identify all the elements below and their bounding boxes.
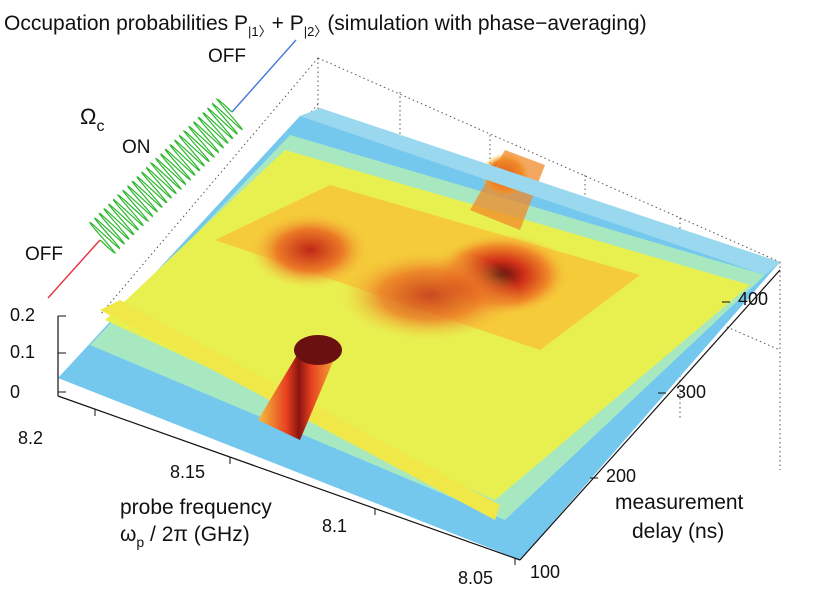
title-sub2: |2〉	[304, 24, 328, 39]
title-prefix: Occupation probabilities P	[4, 12, 248, 35]
x-axis-label-line2: ωp / 2π (GHz)	[120, 523, 250, 550]
z-tick-label: 0.2	[10, 305, 35, 325]
x-axis-line	[57, 395, 521, 561]
y-axis-line	[519, 269, 781, 561]
pulse-on-label: ON	[122, 137, 151, 158]
pulse-off-after-label: OFF	[208, 46, 246, 67]
y-axis-label-line2: delay (ns)	[632, 520, 724, 543]
title-sub1: |1〉	[248, 24, 272, 39]
y-tick-label: 200	[606, 466, 636, 486]
y-tick-label: 300	[676, 382, 706, 402]
x-tick-label: 8.05	[458, 568, 493, 588]
axes	[57, 269, 781, 561]
y-tick-label: 400	[738, 289, 768, 309]
omega-symbol: Ωc	[80, 104, 104, 135]
z-tick-label: 0	[10, 382, 20, 402]
y-tick-label: 100	[530, 562, 560, 582]
omega-sub: c	[96, 118, 104, 135]
chart-title: Occupation probabilities P|1〉+ P|2〉(simu…	[4, 12, 647, 39]
pulse-on-waveform	[89, 98, 243, 254]
x-axis-omega-sub: p	[136, 534, 144, 550]
title-plus: + P	[272, 12, 304, 35]
x-ticks: 8.2 8.15 8.1 8.05	[18, 409, 516, 588]
x-tick-label: 8.1	[322, 516, 347, 536]
y-ticks: 100 200 300 400	[530, 289, 768, 582]
x-axis-label-rest: / 2π (GHz)	[144, 523, 250, 546]
y-axis-label-line1: measurement	[615, 491, 744, 514]
z-tick-label: 0.1	[10, 342, 35, 362]
pulse-off-before-line	[47, 239, 101, 299]
pulse-annotation: OFF ON OFF Ωc	[25, 39, 297, 299]
pulse-off-before-label: OFF	[25, 244, 63, 265]
x-tick-label: 8.2	[18, 428, 43, 448]
z-ticks: 0 0.1 0.2	[10, 305, 66, 402]
x-tick-label: 8.15	[170, 462, 205, 482]
surface	[58, 108, 780, 560]
omega-main: Ω	[80, 104, 96, 129]
x-axis-omega: ω	[120, 523, 136, 546]
pulse-off-after-line	[231, 39, 297, 113]
x-axis-label-line1: probe frequency	[120, 496, 272, 519]
title-suffix: (simulation with phase−averaging)	[327, 12, 646, 35]
